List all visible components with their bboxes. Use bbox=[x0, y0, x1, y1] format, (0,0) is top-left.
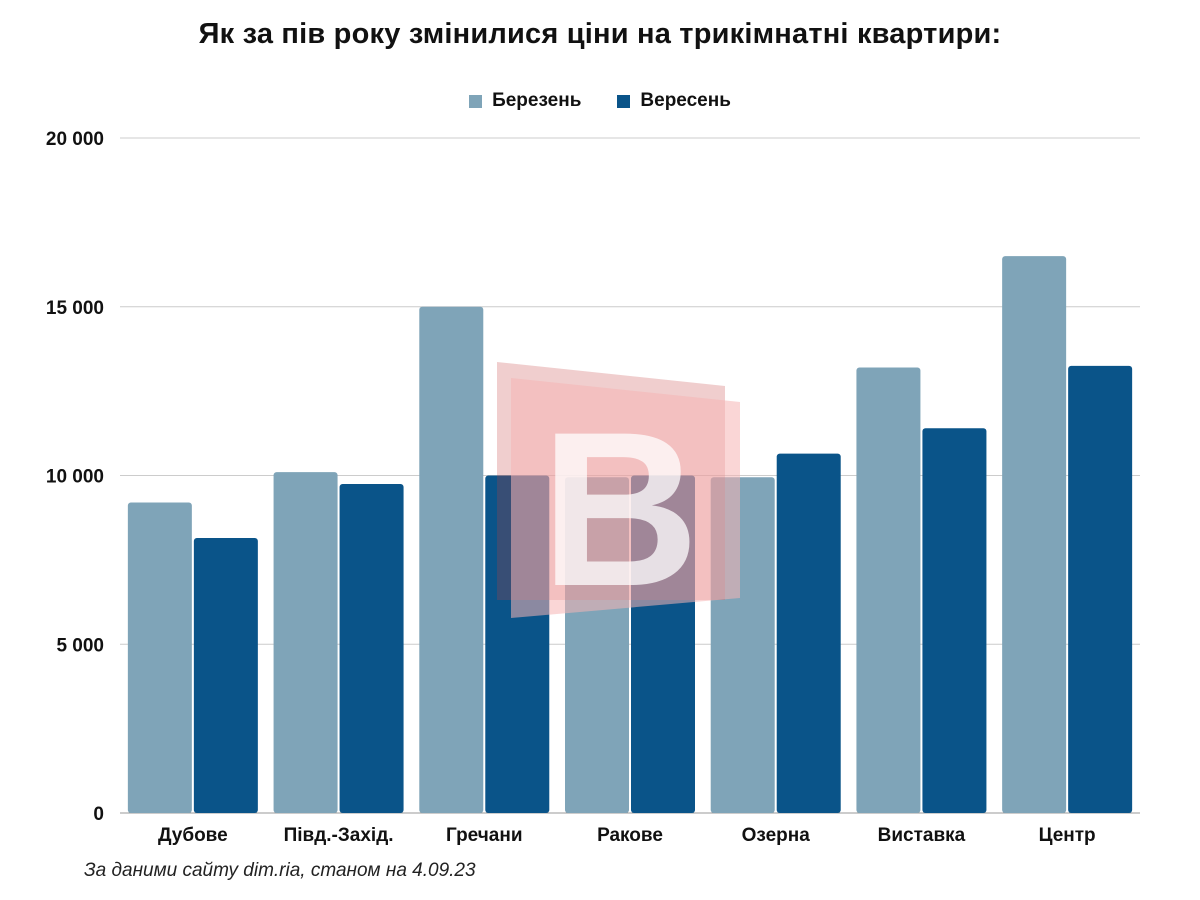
grid-layer bbox=[120, 137, 1140, 814]
bar-september bbox=[339, 483, 404, 813]
y-tick-label: 0 bbox=[93, 804, 104, 825]
bar-march bbox=[1002, 256, 1067, 813]
y-tick-label: 20 000 bbox=[46, 129, 104, 150]
legend-item-september: Вересень bbox=[617, 90, 731, 112]
bar-march bbox=[856, 367, 921, 813]
bar-march bbox=[127, 502, 192, 813]
bar-march bbox=[565, 477, 629, 813]
legend-swatch-september bbox=[617, 94, 631, 108]
bar-september bbox=[631, 475, 695, 813]
chart-legend: Березень Вересень bbox=[0, 90, 1200, 112]
bar-september bbox=[922, 428, 987, 813]
y-tick-label: 15 000 bbox=[46, 298, 104, 319]
x-tick-label: Центр bbox=[1039, 825, 1096, 846]
legend-swatch-march bbox=[469, 94, 483, 108]
x-tick-label: Півд.-Захід. bbox=[284, 825, 394, 846]
bar-march bbox=[710, 477, 775, 813]
bar-march bbox=[419, 306, 484, 813]
labels-layer: 0 5 000 10 000 15 000 20 000 Дубове Півд.-Захі… bbox=[46, 129, 1096, 846]
legend-item-march: Березень bbox=[469, 90, 581, 112]
x-tick-label: Виставка bbox=[878, 825, 966, 846]
y-tick-label: 10 000 bbox=[46, 467, 104, 488]
x-tick-label: Озерна bbox=[742, 825, 811, 846]
legend-label-september: Вересень bbox=[640, 90, 731, 111]
chart-title: Як за пів року змінилися ціни на трикімн… bbox=[198, 18, 1002, 50]
bar-september bbox=[193, 537, 258, 813]
bar-september bbox=[485, 475, 550, 813]
y-tick-label: 5 000 bbox=[56, 635, 104, 656]
bar-march bbox=[273, 472, 338, 813]
bar-september bbox=[776, 453, 841, 813]
bar-september bbox=[1068, 365, 1133, 813]
bars-layer bbox=[127, 256, 1133, 813]
legend-label-march: Березень bbox=[492, 90, 582, 111]
x-tick-label: Ракове bbox=[597, 825, 663, 846]
source-note: За даними сайту dim.ria, станом на 4.09.… bbox=[84, 860, 476, 881]
x-tick-label: Гречани bbox=[446, 825, 523, 846]
x-tick-label: Дубове bbox=[158, 825, 228, 846]
